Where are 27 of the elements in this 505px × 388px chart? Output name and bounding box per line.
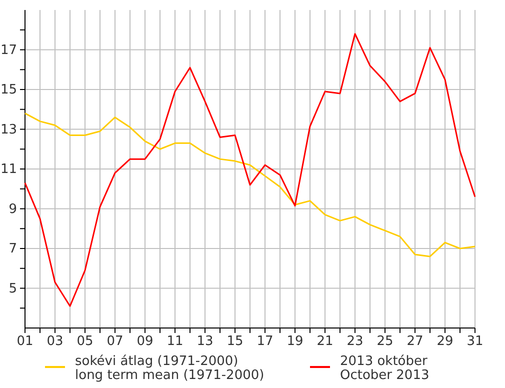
y-tick-label: 11 <box>0 162 17 178</box>
x-tick-label: 13 <box>196 334 214 350</box>
x-tick-label: 07 <box>106 334 124 350</box>
y-tick-label: 5 <box>8 281 17 296</box>
x-tick-label: 27 <box>406 334 424 350</box>
x-tick-label: 11 <box>166 334 184 350</box>
legend-label: 2013 október October 2013 <box>340 354 430 383</box>
line-series <box>24 33 476 307</box>
x-tick-label: 25 <box>376 334 394 350</box>
y-tick-label: 13 <box>0 122 17 138</box>
x-tick-label: 31 <box>466 334 484 350</box>
x-tick-label: 09 <box>136 334 154 350</box>
x-tick-label: 17 <box>256 334 274 350</box>
y-tick-label: 9 <box>8 202 17 217</box>
x-tick-label: 19 <box>286 334 304 350</box>
legend-label: sokévi átlag (1971-2000) long term mean (1971-2000) <box>75 354 264 383</box>
y-tick-label: 17 <box>0 42 17 58</box>
x-tick-label: 15 <box>226 334 244 350</box>
y-tick-label: 15 <box>0 82 17 98</box>
x-tick-label: 03 <box>46 334 64 350</box>
x-tick-label: 05 <box>76 334 94 350</box>
x-tick-label: 01 <box>16 334 34 350</box>
y-tick-label: 7 <box>8 242 17 257</box>
line-series <box>24 112 476 258</box>
x-tick-label: 21 <box>316 334 334 350</box>
x-tick-label: 23 <box>346 334 364 350</box>
x-tick-label: 29 <box>436 334 454 350</box>
